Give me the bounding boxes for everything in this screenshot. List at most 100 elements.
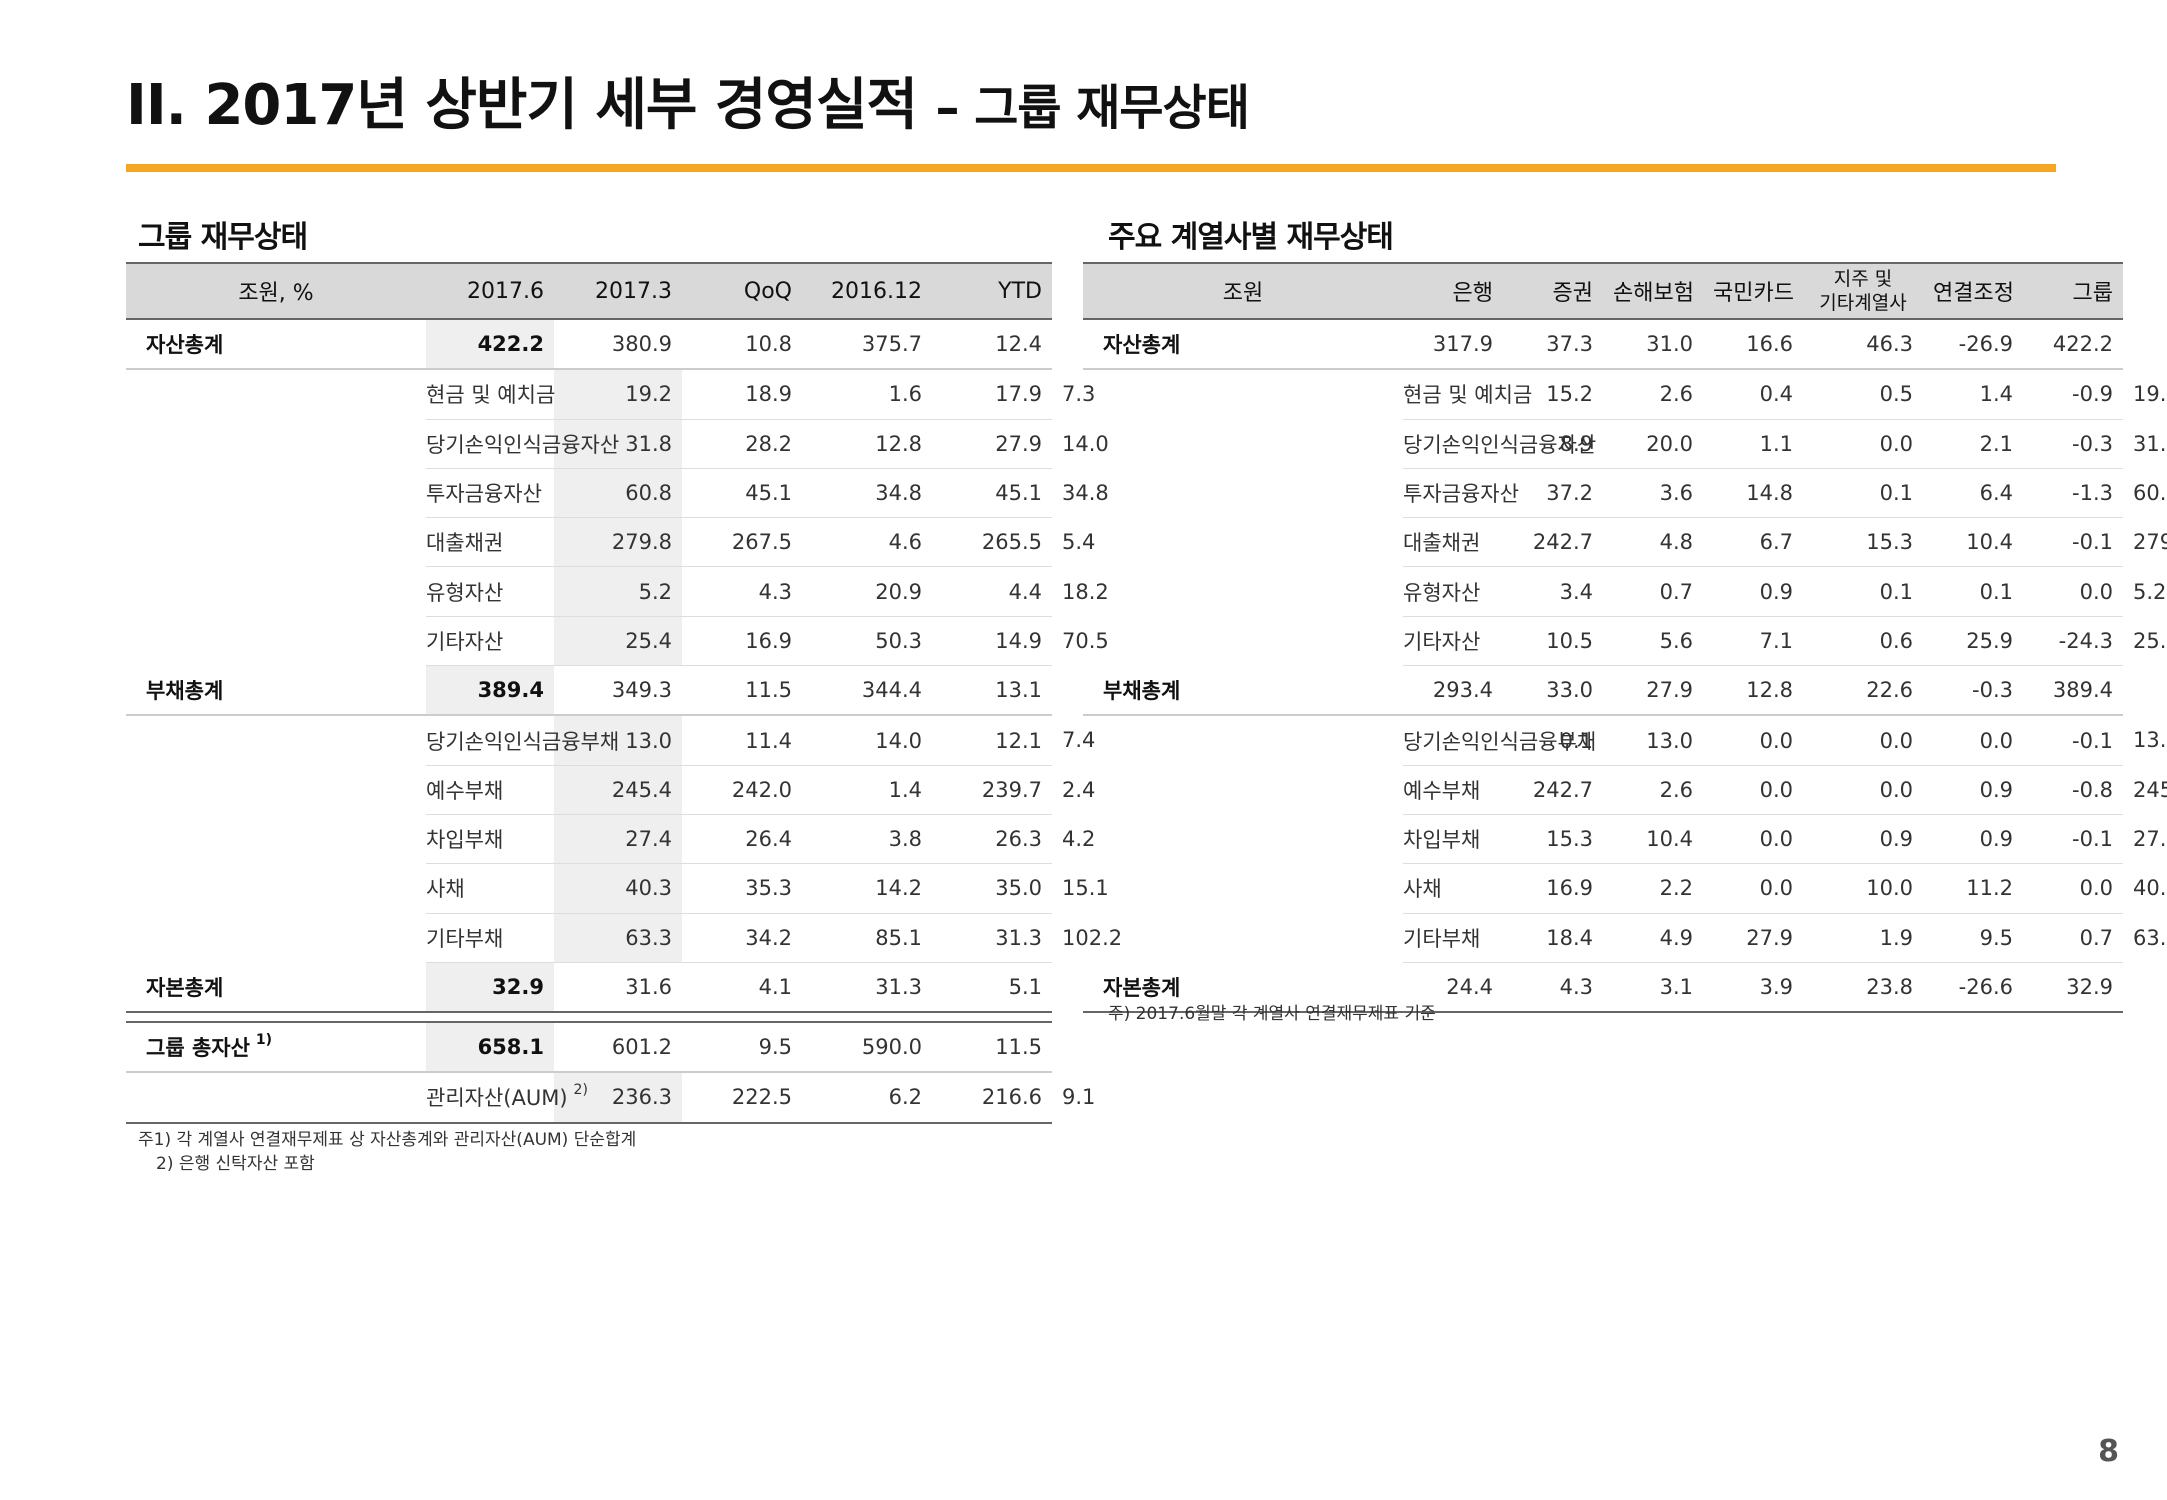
value-cell: 50.3 [802,616,932,667]
value-cell: 658.1 [426,1020,554,1074]
value-cell: 0.0 [1703,863,1803,914]
row-label: 당기손익인식금융자산 [426,419,619,469]
value-cell: 2.6 [1603,765,1703,815]
value-cell: 11.4 [682,715,802,766]
table-row: 자본총계 24.4 4.3 3.1 3.9 23.8 -26.6 32.9 [1083,962,2123,1014]
header-col: 그룹 [2023,262,2123,320]
value-cell: 13.0 [1603,715,1703,766]
row-label: 관리자산(AUM) 2) [426,1072,588,1124]
header-col: 국민카드 [1703,262,1803,320]
header-line-2: 기타계열사 [1819,292,1907,314]
title-subtitle: – 그룹 재무상태 [935,80,1250,136]
value-cell: 12.4 [932,319,1052,371]
value-cell: 0.0 [1703,765,1803,815]
value-cell: 16.6 [1703,319,1803,371]
indent-spacer [1083,369,1403,665]
value-cell: 16.9 [682,616,802,667]
value-cell: 31.6 [554,962,682,1014]
value-cell: 26.3 [932,814,1052,865]
row-label: 자산총계 [1083,319,1403,371]
value-cell: 245.4 [554,765,682,815]
value-cell: 33.0 [1503,665,1603,717]
value-cell: 11.2 [1923,863,2023,914]
value-cell: 14.0 [802,715,932,766]
title-main: II. 2017년 상반기 세부 경영실적 [126,73,918,138]
value-cell: 293.4 [1403,665,1503,717]
value-cell: 32.9 [2023,962,2123,1014]
indent-spacer [126,715,426,962]
row-label: 부채총계 [1083,665,1403,717]
value-cell: 6.7 [1703,517,1803,568]
group-financial-table: 조원, % 2017.6 2017.3 QoQ 2016.12 YTD 자산총계 422.2… [126,262,1122,1014]
value-cell: 27.4 [554,814,682,865]
row-label: 대출채권 [426,517,554,568]
value-cell: 4.8 [1603,517,1703,568]
value-cell: 0.7 [1603,566,1703,617]
value-cell: 12.8 [802,419,932,469]
table-row: 자산총계 422.2 380.9 10.8 375.7 12.4 [126,319,1052,371]
value-cell: 31.3 [932,913,1052,963]
value-cell: 27.9 [932,419,1052,469]
value-cell: 0.0 [1923,715,2023,766]
value-cell: -24.3 [2023,616,2123,667]
value-cell: 10.0 [1803,863,1923,914]
value-cell: 25.9 [1923,616,2023,667]
header-col: YTD [932,262,1052,320]
value-cell: 242.0 [682,765,802,815]
value-cell: 20.0 [1603,419,1703,469]
value-cell: 375.7 [802,319,932,371]
table-row: 관리자산(AUM) 2) 236.3 222.5 6.2 216.6 9.1 [126,1072,1095,1124]
value-cell: 0.0 [1803,715,1923,766]
value-cell: 0.0 [1703,814,1803,865]
row-label: 그룹 총자산 1) [126,1020,426,1074]
value-cell: 11.5 [682,665,802,717]
left-footnote: 주1) 각 계열사 연결재무제표 상 자산총계와 관리자산(AUM) 단순합계 … [138,1128,636,1176]
table-row: 예수부채 245.4 242.0 1.4 239.7 2.4 [126,765,1095,815]
value-cell: 0.1 [1923,566,2023,617]
value-cell: 389.4 [426,665,554,717]
value-cell: 2.1 [1923,419,2023,469]
page-title: II. 2017년 상반기 세부 경영실적 – 그룹 재무상태 [126,60,1250,141]
row-label: 투자금융자산 [426,468,554,519]
value-cell: 46.3 [1803,319,1923,371]
value-cell: 1.4 [802,765,932,815]
value-cell: 9.5 [682,1020,802,1074]
value-cell: 31.0 [1603,319,1703,371]
value-cell: 15.2 [1503,369,1603,420]
indent-spacer [126,1072,426,1124]
value-cell: 242.7 [1503,517,1603,568]
row-label: 자본총계 [1083,962,1403,1014]
value-cell: 3.6 [1603,468,1703,519]
value-cell: 4.9 [1603,913,1703,963]
value-cell: 26.4 [682,814,802,865]
row-label: 유형자산 [426,566,554,617]
header-col: 은행 [1403,262,1503,320]
value-cell: -0.1 [2023,715,2123,766]
value-cell: 85.1 [802,913,932,963]
row-label: 부채총계 [126,665,426,717]
indent-spacer [126,369,426,665]
value-cell: -0.1 [2023,814,2123,865]
value-cell: 0.0 [1703,715,1803,766]
table-row: 기타자산 25.4 16.9 50.3 14.9 70.5 [126,616,1109,667]
value-cell: 37.2 [1503,468,1603,519]
value-cell: 14.9 [932,616,1052,667]
value-cell: -0.3 [1923,665,2023,717]
value-cell: 32.9 [426,962,554,1014]
header-unit: 조원, % [126,262,426,320]
row-label: 사채 [1403,863,1503,914]
value-cell: 4.3 [682,566,802,617]
value-cell: 0.6 [1803,616,1923,667]
group-total-assets-table: 그룹 총자산 1) 658.1 601.2 9.5 590.0 11.5 관리자산(AUM) 2… [126,1020,1095,1124]
value-cell: 63.3 [554,913,682,963]
value-cell: 590.0 [802,1020,932,1074]
header-col: QoQ [682,262,802,320]
value-cell: 3.1 [1603,962,1703,1014]
footnote-2: 2) 은행 신탁자산 포함 [156,1154,315,1174]
table-row: 자산총계 317.9 37.3 31.0 16.6 46.3 -26.9 422.2 [1083,319,2123,371]
value-cell: 0.9 [1923,765,2023,815]
